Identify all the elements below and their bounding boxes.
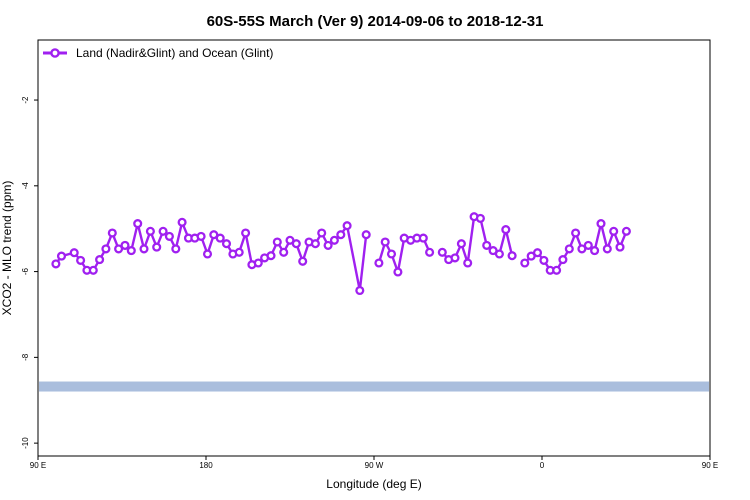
data-point xyxy=(310,239,320,249)
x-axis-label: Longitude (deg E) xyxy=(326,477,421,491)
y-tick-label: -8 xyxy=(21,353,30,361)
data-point xyxy=(418,233,428,243)
data-point xyxy=(177,217,187,227)
data-point xyxy=(279,247,289,257)
data-point xyxy=(215,233,225,243)
data-point xyxy=(298,256,308,266)
y-tick-label: -6 xyxy=(21,267,30,275)
x-tick-label: 90 E xyxy=(30,461,46,470)
data-point xyxy=(520,258,530,268)
x-tick-label: 180 xyxy=(199,461,213,470)
data-point xyxy=(558,255,568,265)
data-point xyxy=(393,267,403,277)
data-point xyxy=(51,259,61,269)
data-point xyxy=(323,240,333,250)
data-point xyxy=(253,258,263,268)
data-point xyxy=(139,244,149,254)
data-point xyxy=(291,239,301,249)
data-point xyxy=(101,244,111,254)
data-point xyxy=(564,244,574,254)
data-point xyxy=(571,228,581,238)
x-tick-label: 0 xyxy=(540,461,545,470)
data-point xyxy=(241,228,251,238)
data-point xyxy=(590,246,600,256)
data-point xyxy=(374,258,384,268)
data-point xyxy=(133,219,143,229)
data-point xyxy=(126,246,136,256)
y-tick-label: -4 xyxy=(21,182,30,190)
data-point xyxy=(463,258,473,268)
data-point xyxy=(120,240,130,250)
data-point xyxy=(450,253,460,263)
data-point xyxy=(158,226,168,236)
data-point xyxy=(552,265,562,275)
data-point xyxy=(501,225,511,235)
data-point xyxy=(152,242,162,252)
band-layer xyxy=(39,381,709,392)
data-point xyxy=(456,239,466,249)
data-point xyxy=(56,251,67,261)
data-point xyxy=(425,247,435,257)
series-layer xyxy=(51,212,631,296)
data-point xyxy=(609,226,619,236)
x-tick-label: 90 E xyxy=(702,461,718,470)
data-point xyxy=(88,265,98,275)
data-point xyxy=(336,230,346,240)
y-axis-label: XCO2 - MLO trend (ppm) xyxy=(0,181,14,316)
data-point xyxy=(583,240,593,250)
y-tick-label: -10 xyxy=(21,437,30,449)
y-tick-label: -2 xyxy=(21,96,30,104)
data-point xyxy=(342,221,352,231)
data-point xyxy=(355,285,365,296)
data-point xyxy=(95,255,105,265)
data-point xyxy=(69,248,79,258)
x-axis: 90 E 180 90 W 0 90 E xyxy=(30,456,718,470)
data-point xyxy=(596,219,606,229)
data-point xyxy=(234,247,244,257)
data-point xyxy=(380,237,390,247)
data-point xyxy=(475,213,485,223)
data-point xyxy=(196,231,206,241)
data-point xyxy=(437,247,447,257)
legend-marker-swatch xyxy=(50,48,60,58)
legend-entry-label: Land (Nadir&Glint) and Ocean (Glint) xyxy=(76,46,273,60)
data-point xyxy=(107,228,117,238)
data-point xyxy=(114,244,124,254)
data-point xyxy=(494,249,504,259)
data-point xyxy=(615,242,625,252)
chart-title: 60S-55S March (Ver 9) 2014-09-06 to 2018… xyxy=(207,13,544,30)
data-point xyxy=(329,235,339,245)
data-point xyxy=(602,244,612,254)
data-point xyxy=(482,240,492,250)
y-axis: -2 -4 -6 -8 -10 xyxy=(21,96,38,449)
data-point xyxy=(221,239,232,249)
data-point xyxy=(621,226,631,236)
data-point xyxy=(361,230,371,240)
x-tick-label: 90 W xyxy=(365,461,384,470)
data-point xyxy=(164,231,174,241)
data-point xyxy=(76,255,86,265)
data-point xyxy=(145,226,155,236)
legend: Land (Nadir&Glint) and Ocean (Glint) xyxy=(43,46,273,60)
data-point xyxy=(577,244,587,254)
data-point xyxy=(266,251,276,261)
data-point xyxy=(507,251,517,261)
data-point xyxy=(202,249,213,259)
reference-band xyxy=(39,381,709,392)
data-point xyxy=(539,255,549,265)
data-point xyxy=(532,248,543,258)
data-point xyxy=(272,237,282,247)
data-point xyxy=(386,249,397,259)
data-point xyxy=(171,244,181,254)
data-point xyxy=(317,228,327,238)
